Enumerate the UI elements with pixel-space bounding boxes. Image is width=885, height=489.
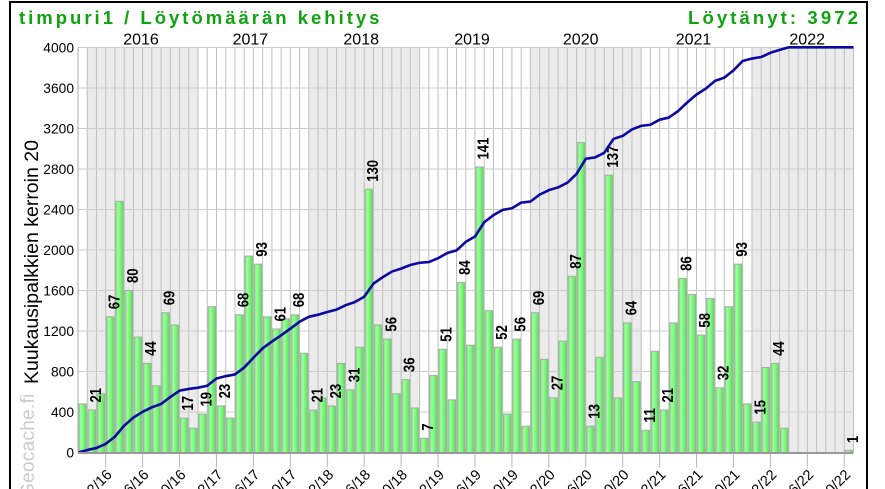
svg-text:1600: 1600 [43,283,74,298]
svg-text:2016: 2016 [123,32,159,49]
svg-text:2019: 2019 [454,32,490,49]
svg-text:21: 21 [660,388,677,403]
svg-text:23: 23 [328,384,345,399]
svg-text:58: 58 [697,313,714,328]
svg-text:2017: 2017 [233,32,269,49]
svg-text:19: 19 [199,392,216,407]
svg-text:56: 56 [513,317,530,332]
svg-text:141: 141 [476,138,493,160]
svg-text:32: 32 [716,366,733,381]
svg-text:64: 64 [623,301,640,316]
svg-text:36: 36 [402,357,419,372]
svg-text:93: 93 [254,242,271,257]
svg-text:69: 69 [162,291,179,306]
svg-text:1: 1 [845,436,862,443]
svg-text:2000: 2000 [43,243,74,258]
svg-text:67: 67 [106,295,123,310]
svg-text:Löytänyt: 3972: Löytänyt: 3972 [688,7,861,28]
svg-text:44: 44 [143,341,160,356]
svg-text:Geocache.fi: Geocache.fi [18,393,39,489]
svg-text:2400: 2400 [43,202,74,217]
svg-text:3600: 3600 [43,81,74,96]
svg-text:21: 21 [309,388,326,403]
svg-text:1200: 1200 [43,324,74,339]
svg-text:400: 400 [51,405,74,420]
svg-text:69: 69 [531,291,548,306]
svg-text:11: 11 [642,408,659,423]
svg-text:4000: 4000 [43,40,74,55]
svg-text:31: 31 [346,368,363,383]
svg-text:Kuukausipalkkien kerroin 20: Kuukausipalkkien kerroin 20 [21,140,43,384]
svg-text:2018: 2018 [343,32,379,49]
svg-text:93: 93 [734,242,751,257]
svg-text:27: 27 [550,376,567,391]
svg-text:84: 84 [457,260,474,275]
svg-text:23: 23 [217,384,234,399]
svg-text:86: 86 [679,256,696,271]
svg-text:3200: 3200 [43,121,74,136]
svg-text:137: 137 [605,146,622,168]
svg-text:61: 61 [273,307,290,322]
svg-text:7: 7 [420,423,437,430]
svg-text:2022: 2022 [789,32,825,49]
svg-text:80: 80 [125,268,142,283]
svg-text:2800: 2800 [43,162,74,177]
svg-text:130: 130 [365,160,382,182]
svg-text:68: 68 [236,293,253,308]
svg-text:21: 21 [88,388,105,403]
svg-text:52: 52 [494,325,511,340]
svg-text:17: 17 [180,396,197,411]
svg-text:68: 68 [291,293,308,308]
svg-text:15: 15 [753,400,770,415]
svg-text:0: 0 [66,445,74,460]
svg-text:800: 800 [51,364,74,379]
svg-text:44: 44 [771,341,788,356]
svg-text:2021: 2021 [676,32,712,49]
svg-text:timpuri1 / Löytömäärän kehitys: timpuri1 / Löytömäärän kehitys [19,7,382,28]
svg-text:87: 87 [568,254,585,269]
svg-text:56: 56 [383,317,400,332]
svg-text:13: 13 [586,404,603,419]
svg-text:51: 51 [439,327,456,342]
svg-text:2020: 2020 [563,32,599,49]
